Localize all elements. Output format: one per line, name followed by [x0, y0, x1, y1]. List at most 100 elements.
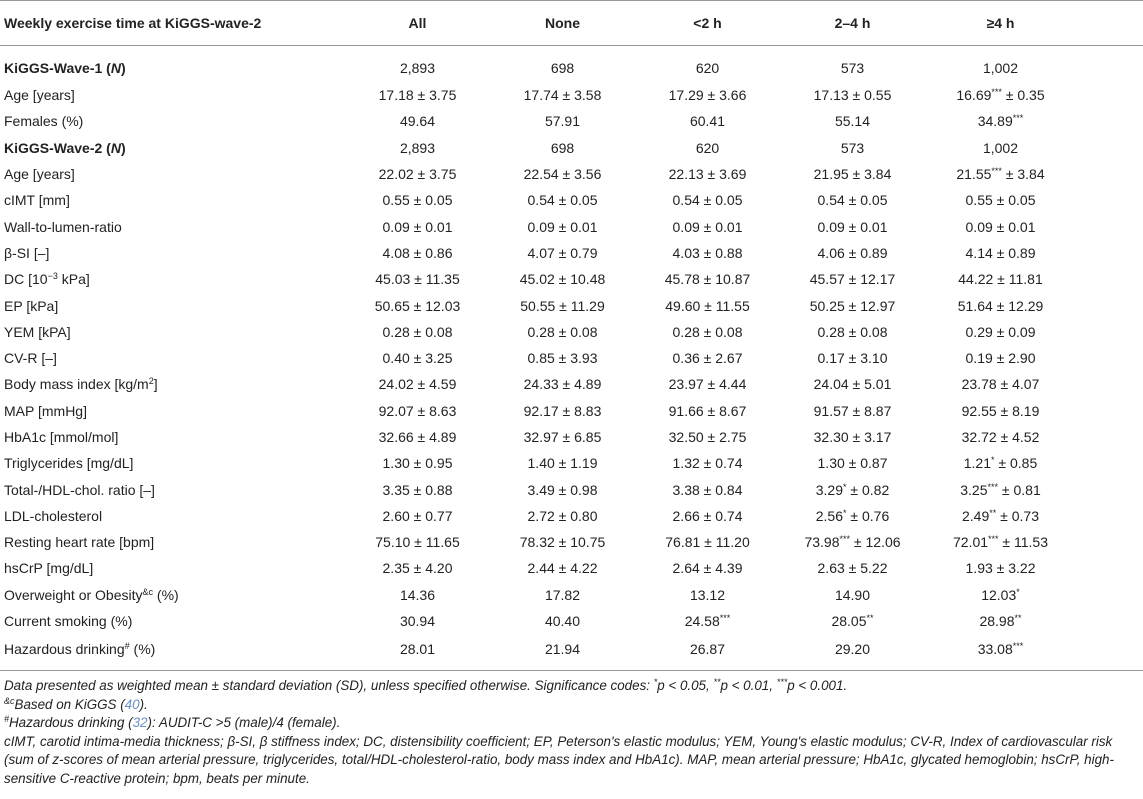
text-run: ): AUDIT-C >5 (male)/4 (female). [147, 715, 341, 731]
table-cell: 0.36 ± 2.67 [672, 350, 743, 367]
table-cell: 17.13 ± 0.55 [813, 87, 892, 104]
footnote: #Hazardous drinking (32): AUDIT-C >5 (ma… [4, 714, 1139, 733]
footnote: cIMT, carotid intima-media thickness; β-… [4, 733, 1114, 786]
row-label: EP [kPa] [4, 297, 59, 314]
table-cell: 0.09 ± 0.01 [965, 218, 1036, 235]
table-row: MAP [mmHg] 92.07 ± 8.63 92.17 ± 8.83 91.66 … [0, 398, 1143, 424]
table-row: Hazardous drinking# (%) 28.01 21.94 26.87 29… [0, 634, 1143, 672]
row-label: Body mass index [kg/m2] [0, 371, 345, 397]
table-cell: 3.38 ± 0.84 [672, 481, 743, 498]
table-cell: 17.74 ± 3.58 [523, 87, 602, 104]
table-cell: 32.72 ± 4.52 [961, 429, 1040, 445]
table-row: Females (%) 49.64 57.91 60.41 55.14 34.89*** [0, 108, 1143, 134]
citation-link[interactable]: 32 [132, 715, 148, 731]
table-cell: 92.55 ± 8.19 [961, 402, 1040, 419]
table-cell: 2.49** ± 0.73 [962, 507, 1039, 524]
table-cell: 21.95 ± 3.84 [813, 166, 892, 183]
text-run: ) [120, 139, 126, 156]
table-cell: 0.19 ± 2.90 [965, 350, 1036, 367]
superscript: 2 [148, 376, 154, 387]
table-cell: 45.57 ± 12.17 [809, 271, 896, 288]
text-run: KiGGS-Wave-1 ( [4, 60, 111, 76]
table-cell: 17.82 [544, 586, 581, 603]
text-run: (%) [129, 641, 156, 658]
significance-mark: *** [991, 166, 1002, 177]
superscript: &c [4, 695, 15, 706]
table-cell: 1,002 [982, 60, 1019, 76]
table-cell: 4.08 ± 0.86 [382, 244, 453, 261]
table-cell: 0.54 ± 0.05 [527, 192, 598, 209]
table-cell: 50.55 ± 11.29 [520, 297, 605, 314]
table-cell: 50.65 ± 12.03 [374, 297, 461, 314]
table-cell: 0.29 ± 0.09 [965, 323, 1036, 340]
citation-link[interactable]: 40 [124, 696, 140, 712]
table-cell: 91.57 ± 8.87 [813, 402, 892, 419]
row-label: Resting heart rate [bpm] [4, 534, 155, 551]
text-run: Hazardous drinking [4, 641, 125, 658]
row-label: KiGGS-Wave-1 (N) [0, 46, 345, 83]
footnote: Data presented as weighted mean ± standa… [4, 677, 848, 694]
table-cell: 2.56* ± 0.76 [815, 507, 890, 524]
table-cell: 45.78 ± 10.87 [664, 271, 751, 288]
table-cell: 2.64 ± 4.39 [672, 560, 743, 577]
significance-mark: *** [776, 677, 788, 688]
table-cell: 3.29* ± 0.82 [815, 481, 890, 498]
table-cell: 29.20 [780, 634, 925, 672]
table-cell: 1.40 ± 1.19 [527, 455, 598, 472]
table-cell: 60.41 [689, 113, 726, 130]
table-cell: 0.28 ± 0.08 [672, 323, 743, 340]
table-row: Overweight or Obesity&c (%) 14.36 17.82 13.… [0, 582, 1143, 608]
table-row: Resting heart rate [bpm] 75.10 ± 11.65 78.… [0, 529, 1143, 555]
table-cell: 1.32 ± 0.74 [672, 455, 743, 472]
row-label: LDL-cholesterol [4, 507, 103, 524]
table-cell: 22.13 ± 3.69 [668, 166, 747, 183]
table-cell: 92.17 ± 8.83 [523, 402, 602, 419]
column-header: ≥4 h [925, 0, 1143, 46]
table-cell: 4.07 ± 0.79 [527, 244, 598, 261]
row-label: HbA1c [mmol/mol] [4, 429, 119, 445]
table-cell: 13.12 [689, 586, 726, 603]
table-cell: 0.09 ± 0.01 [672, 218, 743, 235]
row-label: β-SI [–] [4, 244, 50, 261]
row-label: Overweight or Obesity&c (%) [0, 582, 345, 608]
table-cell: 32.66 ± 4.89 [378, 429, 457, 445]
table-row: Wall-to-lumen-ratio 0.09 ± 0.01 0.09 ± 0.0… [0, 213, 1143, 239]
table-cell: 28.98** [979, 613, 1022, 630]
row-label: YEM [kPA] [4, 323, 71, 340]
table-cell: 21.94 [490, 634, 635, 672]
row-label: DC [10−3 kPa] [0, 266, 345, 292]
text-run: ] [153, 376, 158, 393]
table-cell: 573 [840, 60, 865, 76]
text-run: N [110, 139, 121, 156]
table-row: Total-/HDL-chol. ratio [–] 3.35 ± 0.88 3.4… [0, 476, 1143, 502]
table-cell: 73.98*** ± 12.06 [804, 534, 901, 551]
table-cell: 0.54 ± 0.05 [672, 192, 743, 209]
table-cell: 78.32 ± 10.75 [519, 534, 606, 551]
table-cell: 12.03* [981, 586, 1020, 603]
table-cell: 2.35 ± 4.20 [382, 560, 453, 577]
table-row: β-SI [–] 4.08 ± 0.86 4.07 ± 0.79 4.03 ± 0.8… [0, 240, 1143, 266]
table-cell: 45.03 ± 11.35 [375, 271, 460, 288]
table-row: Body mass index [kg/m2] 24.02 ± 4.59 24.33… [0, 371, 1143, 397]
table-row: YEM [kPA] 0.28 ± 0.08 0.28 ± 0.08 0.28 ± 0.… [0, 319, 1143, 345]
table-cell: 4.06 ± 0.89 [817, 244, 888, 261]
significance-mark: ** [713, 677, 721, 688]
text-run: KiGGS-Wave-2 ( [4, 139, 111, 156]
text-run: DC [10 [4, 271, 48, 288]
significance-mark: *** [1012, 641, 1024, 652]
table-row: Triglycerides [mg/dL] 1.30 ± 0.95 1.40 ± 1… [0, 450, 1143, 476]
row-label: KiGGS-Wave-2 (N) [0, 135, 345, 161]
table-cell: 45.02 ± 10.48 [519, 271, 606, 288]
significance-mark: *** [1012, 113, 1024, 124]
table-cell: 32.30 ± 3.17 [813, 429, 892, 445]
row-label: MAP [mmHg] [4, 402, 87, 419]
table-cell: 24.33 ± 4.89 [523, 376, 602, 393]
table-cell: 22.54 ± 3.56 [523, 166, 602, 183]
table-cell: 72.01*** ± 11.53 [952, 534, 1049, 551]
significance-mark: * [653, 677, 658, 688]
text-run: ) [120, 60, 126, 76]
table-row: cIMT [mm] 0.55 ± 0.05 0.54 ± 0.05 0.54 ± 0.… [0, 187, 1143, 213]
table-cell: 44.22 ± 11.81 [958, 271, 1043, 288]
column-header: All [345, 0, 490, 46]
